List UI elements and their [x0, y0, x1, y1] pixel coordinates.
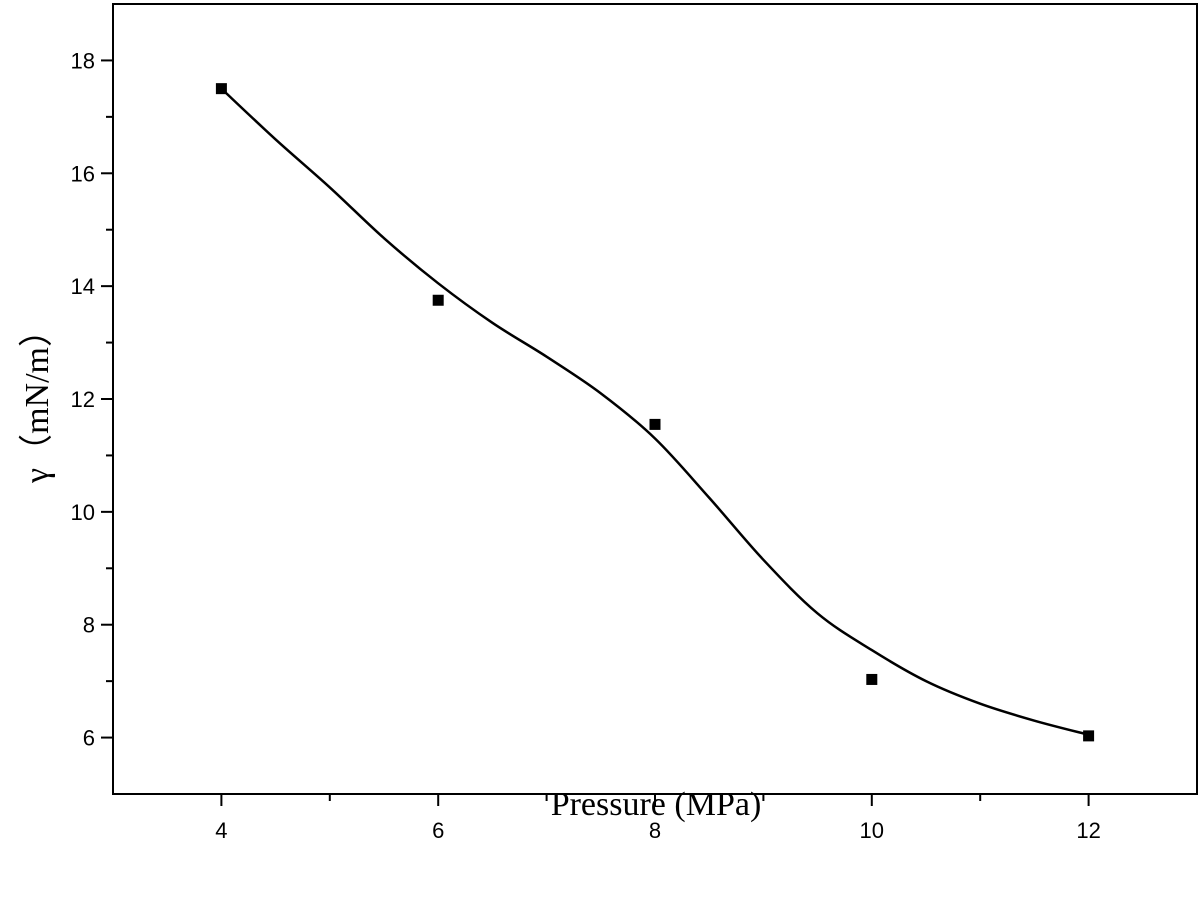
x-tick-label: 12: [1076, 818, 1100, 843]
y-tick-label: 14: [71, 274, 95, 299]
y-axis-title: γ（mN/m）: [18, 313, 56, 484]
data-point: [649, 418, 661, 430]
y-tick-label: 16: [71, 161, 95, 186]
fit-curve: [220, 87, 1089, 736]
x-axis-title: Pressure (MPa): [551, 786, 762, 823]
x-tick-label: 10: [860, 818, 884, 843]
y-tick-label: 6: [83, 726, 95, 751]
y-tick-label: 10: [71, 500, 95, 525]
x-tick-label: 8: [649, 818, 661, 843]
data-points: [215, 83, 1095, 742]
y-axis-ticks: 6 8 10 12 14 16 18: [71, 48, 113, 751]
data-point: [1083, 730, 1095, 742]
plot-area: [112, 3, 1198, 795]
x-tick-label: 4: [215, 818, 227, 843]
data-point: [432, 294, 444, 306]
y-tick-label: 12: [71, 387, 95, 412]
data-point: [866, 673, 878, 685]
data-point: [215, 83, 227, 95]
y-tick-label: 8: [83, 613, 95, 638]
plot-frame: [112, 3, 1198, 795]
x-tick-label: 6: [432, 818, 444, 843]
y-tick-label: 18: [71, 48, 95, 73]
x-axis-ticks: 4 6 8 10 12: [215, 794, 1101, 843]
